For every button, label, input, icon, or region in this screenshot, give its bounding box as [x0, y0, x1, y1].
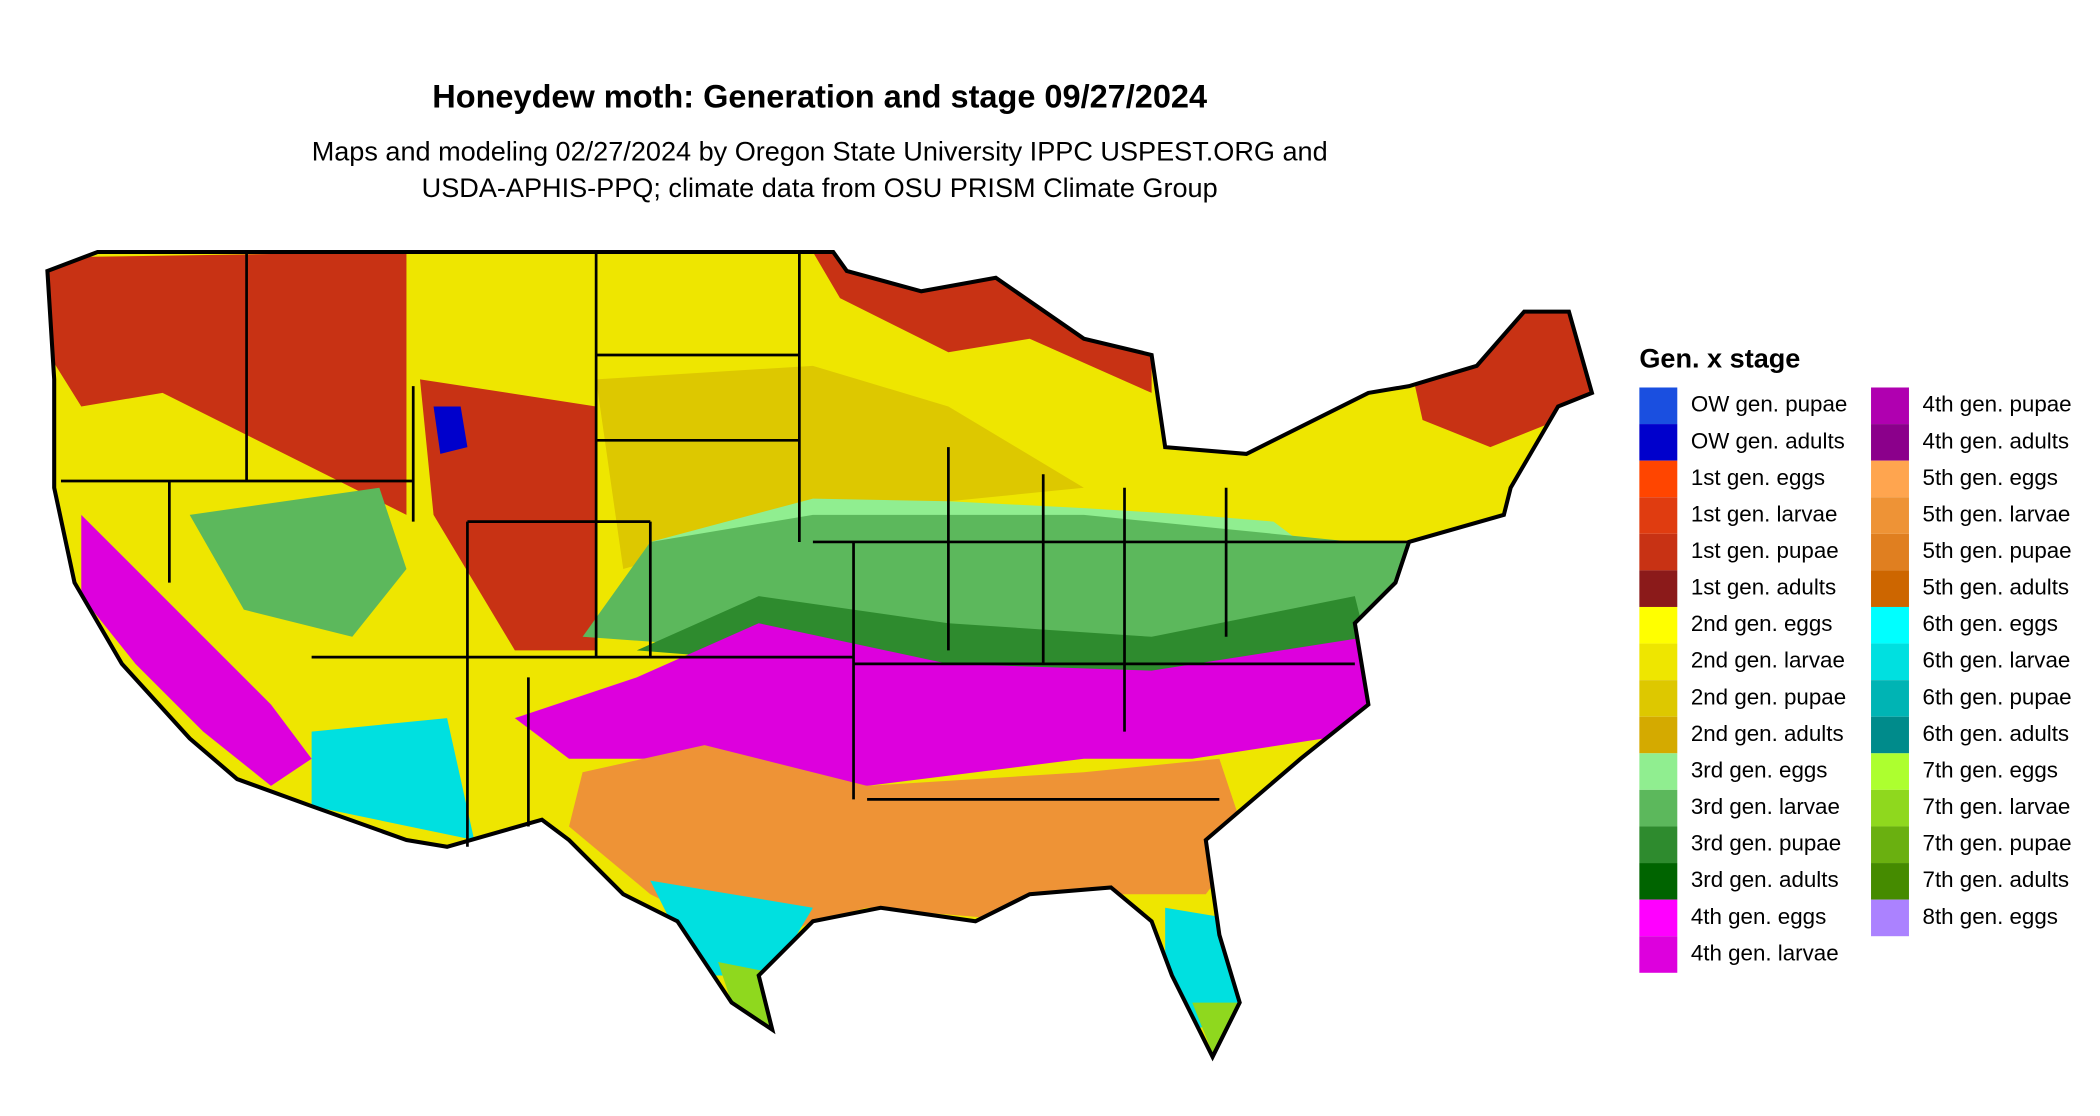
legend-swatch [1871, 387, 1909, 425]
legend-label: 3rd gen. adults [1691, 867, 1839, 892]
legend-label: 2nd gen. pupae [1691, 684, 1846, 709]
legend-swatch [1639, 460, 1678, 498]
legend-label: 8th gen. eggs [1923, 904, 2058, 929]
legend-label: 6th gen. pupae [1923, 684, 2072, 709]
legend-swatch [1639, 899, 1678, 937]
legend-title: Gen. x stage [1639, 343, 1800, 374]
legend-label: 6th gen. larvae [1923, 648, 2071, 673]
legend-swatch [1871, 460, 1909, 498]
legend-swatch [1639, 606, 1678, 644]
legend-label: OW gen. pupae [1691, 392, 1848, 417]
legend-swatch [1639, 424, 1678, 461]
legend-swatch [1639, 533, 1678, 571]
legend-label: 3rd gen. pupae [1691, 831, 1841, 856]
legend-label: 2nd gen. adults [1691, 721, 1844, 746]
legend-label: OW gen. adults [1691, 428, 1845, 453]
legend-label: 1st gen. adults [1691, 575, 1836, 600]
legend-swatch [1639, 497, 1678, 534]
legend-label: 7th gen. adults [1923, 867, 2070, 892]
map-subtitle: Maps and modeling 02/27/2024 by Oregon S… [312, 135, 1328, 166]
legend-swatch [1639, 789, 1678, 827]
legend-swatch [1639, 716, 1678, 754]
map-title: Honeydew moth: Generation and stage 09/2… [432, 79, 1207, 115]
legend-label: 4th gen. eggs [1691, 904, 1826, 929]
legend-swatch [1639, 570, 1678, 607]
legend-label: 1st gen. pupae [1691, 538, 1839, 563]
map-region [189, 487, 407, 637]
legend-label: 5th gen. pupae [1923, 538, 2072, 563]
legend-swatch [1871, 606, 1909, 644]
legend-swatch [1871, 680, 1909, 717]
legend: OW gen. pupae OW gen. adults 1st gen. eggs… [1639, 387, 2072, 973]
map-regions [47, 252, 1592, 1057]
legend-label: 4th gen. adults [1923, 428, 2070, 453]
legend-swatch [1871, 716, 1909, 754]
legend-swatch [1639, 753, 1678, 790]
map-region [47, 252, 407, 515]
legend-label: 2nd gen. larvae [1691, 648, 1845, 673]
legend-swatch [1871, 789, 1909, 827]
legend-swatch [1871, 863, 1909, 900]
legend-swatch [1871, 533, 1909, 571]
legend-label: 5th gen. eggs [1923, 465, 2058, 490]
legend-swatch [1639, 863, 1678, 900]
legend-label: 7th gen. pupae [1923, 831, 2072, 856]
legend-swatch [1871, 424, 1909, 461]
map-region [81, 514, 312, 786]
map-region [596, 365, 1084, 570]
legend-swatch [1639, 680, 1678, 717]
legend-label: 6th gen. eggs [1923, 611, 2058, 636]
map-region [514, 623, 1369, 786]
legend-label: 1st gen. larvae [1691, 501, 1838, 526]
legend-label: 3rd gen. eggs [1691, 757, 1828, 782]
legend-label: 7th gen. larvae [1923, 794, 2071, 819]
legend-label: 4th gen. pupae [1923, 392, 2072, 417]
legend-swatch [1639, 643, 1678, 681]
legend-label: 5th gen. adults [1923, 575, 2070, 600]
legend-swatch [1639, 936, 1678, 973]
legend-swatch [1639, 387, 1678, 425]
legend-swatch [1871, 826, 1909, 864]
state-lines [47, 252, 1592, 1057]
legend-label: 1st gen. eggs [1691, 465, 1825, 490]
legend-label: 2nd gen. eggs [1691, 611, 1833, 636]
legend-swatch [1871, 570, 1909, 607]
legend-label: 6th gen. adults [1923, 721, 2070, 746]
legend-swatch [1871, 497, 1909, 534]
legend-swatch [1871, 753, 1909, 790]
map-region [433, 406, 468, 454]
map-region [718, 961, 786, 1044]
legend-swatch [1639, 826, 1678, 864]
legend-label: 5th gen. larvae [1923, 501, 2071, 526]
legend-swatch [1871, 899, 1909, 937]
map-region [311, 718, 475, 841]
legend-label: 4th gen. larvae [1691, 940, 1839, 965]
map-subtitle: USDA-APHIS-PPQ; climate data from OSU PR… [422, 172, 1218, 203]
legend-label: 3rd gen. larvae [1691, 794, 1840, 819]
legend-label: 7th gen. eggs [1923, 757, 2058, 782]
legend-swatch [1871, 643, 1909, 681]
